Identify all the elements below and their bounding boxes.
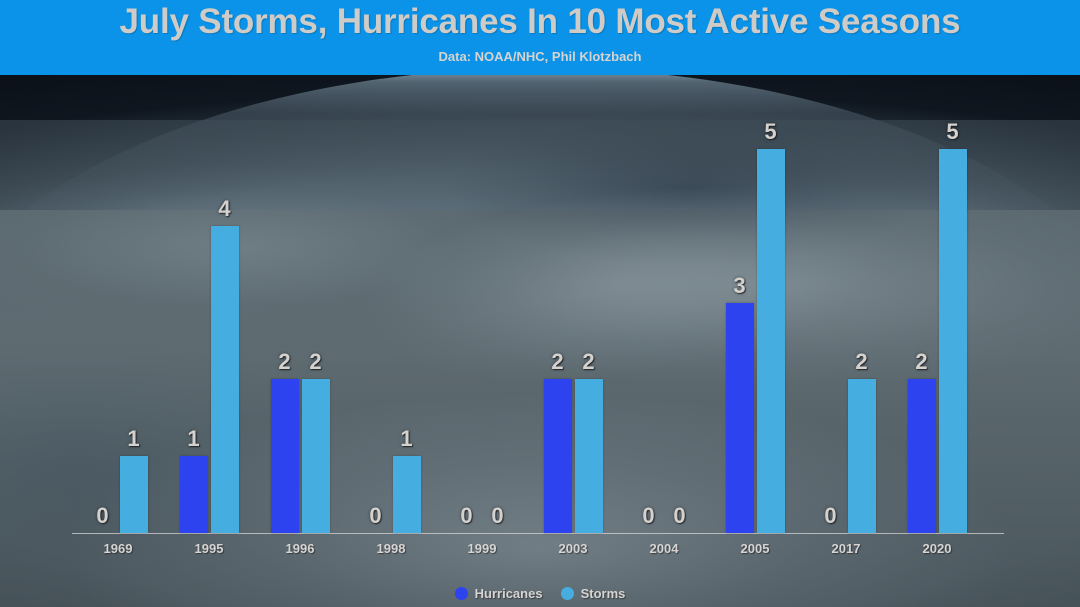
bar-value-label: 0: [673, 503, 686, 528]
bar-slot: 5: [756, 119, 785, 533]
bar-value-label: 0: [96, 503, 109, 528]
bar-slot: 2: [301, 149, 330, 533]
bar-slot: 0: [817, 149, 845, 533]
bar-value-label: 3: [733, 273, 746, 298]
bar-value-label: 2: [855, 349, 868, 374]
bar-slot: 2: [574, 149, 603, 533]
bar-hurricanes[interactable]: [270, 379, 299, 533]
bar-value-label: 0: [824, 503, 837, 528]
bar-storms[interactable]: [119, 456, 148, 533]
bar-hurricanes[interactable]: [543, 379, 572, 533]
bar-value-label: 5: [946, 119, 959, 144]
bar-storms[interactable]: [301, 379, 330, 533]
bar-slot: 2: [270, 149, 299, 533]
bar-slot: 2: [543, 149, 572, 533]
x-axis-label: 2005: [740, 541, 770, 556]
bar-value-label: 5: [764, 119, 777, 144]
bar-value-label: 2: [582, 349, 595, 374]
bar-storms[interactable]: [210, 226, 239, 533]
x-axis-label: 2017: [831, 541, 861, 556]
legend-marker-circle-icon: [560, 587, 574, 600]
bar-slot: 2: [847, 149, 876, 533]
bar-storms[interactable]: [756, 149, 785, 533]
bar-slot: 0: [635, 149, 663, 533]
x-axis-label: 1999: [467, 541, 497, 556]
bar-value-label: 1: [187, 426, 200, 451]
bar-hurricanes[interactable]: [725, 303, 754, 533]
bar-slot: 2: [907, 149, 936, 533]
bar-slot: 1: [119, 149, 148, 533]
bar-slot: 0: [484, 149, 512, 533]
bar-value-label: 1: [400, 426, 413, 451]
bar-slot: 0: [362, 149, 390, 533]
bar-value-label: 0: [642, 503, 655, 528]
bar-value-label: 2: [309, 349, 322, 374]
bar-value-label: 1: [127, 426, 140, 451]
page-title: July Storms, Hurricanes In 10 Most Activ…: [119, 2, 961, 41]
data-source-subtitle: Data: NOAA/NHC, Phil Klotzbach: [438, 49, 642, 64]
bar-value-label: 2: [915, 349, 928, 374]
bar-value-label: 2: [278, 349, 291, 374]
legend-item-storms[interactable]: Storms: [560, 586, 626, 601]
bar-value-label: 0: [369, 503, 382, 528]
x-axis-label: 2020: [922, 541, 952, 556]
bar-value-label: 2: [551, 349, 564, 374]
x-axis-label: 1996: [285, 541, 315, 556]
bar-value-label: 0: [491, 503, 504, 528]
legend-item-hurricanes[interactable]: Hurricanes: [454, 586, 543, 601]
bar-slot: 0: [666, 149, 694, 533]
bar-slot: 1: [179, 149, 208, 533]
legend-label-hurricanes: Hurricanes: [474, 586, 543, 601]
legend-label-storms: Storms: [580, 586, 626, 601]
bar-hurricanes[interactable]: [179, 456, 208, 533]
bar-slot: 1: [392, 149, 421, 533]
x-axis-label: 1969: [103, 541, 133, 556]
bar-slot: 0: [89, 149, 117, 533]
bar-value-label: 4: [218, 196, 231, 221]
legend-marker-circle-icon: [454, 587, 468, 600]
chart-legend: Hurricanes Storms: [0, 586, 1080, 601]
x-axis-label: 2004: [649, 541, 679, 556]
x-axis-line: [72, 533, 1004, 534]
bar-value-label: 0: [460, 503, 473, 528]
bar-storms[interactable]: [574, 379, 603, 533]
bar-slot: 3: [725, 149, 754, 533]
bar-slot: 4: [210, 149, 239, 533]
bar-hurricanes[interactable]: [907, 379, 936, 533]
bar-slot: 5: [938, 119, 967, 533]
bar-slot: 0: [453, 149, 481, 533]
bar-storms[interactable]: [847, 379, 876, 533]
x-axis-label: 1998: [376, 541, 406, 556]
bar-storms[interactable]: [392, 456, 421, 533]
title-banner: July Storms, Hurricanes In 10 Most Activ…: [0, 0, 1080, 75]
x-axis-label: 2003: [558, 541, 588, 556]
x-axis-label: 1995: [194, 541, 224, 556]
bar-storms[interactable]: [938, 149, 967, 533]
